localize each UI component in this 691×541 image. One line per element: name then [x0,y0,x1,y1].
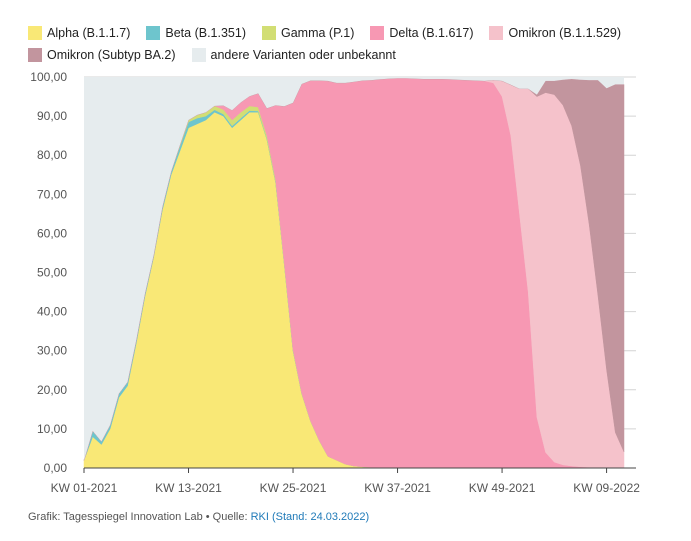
legend-row-1: Alpha (B.1.1.7) Beta (B.1.351) Gamma (P.… [28,24,668,42]
chart-legend: Alpha (B.1.1.7) Beta (B.1.351) Gamma (P.… [28,24,668,68]
legend-label: Beta (B.1.351) [165,26,246,40]
legend-item-alpha[interactable]: Alpha (B.1.1.7) [28,26,130,40]
y-tick-label: 40,00 [37,305,67,319]
legend-swatch [146,26,161,40]
y-tick-label: 10,00 [37,422,67,436]
legend-swatch [262,26,276,40]
area-andere-varianten-oder-unbekannt [84,77,624,461]
legend-label: Omikron (B.1.1.529) [508,26,622,40]
y-tick-label: 50,00 [37,266,67,280]
x-tick-label: KW 37-2021 [364,481,431,495]
legend-item-beta[interactable]: Beta (B.1.351) [146,26,246,40]
x-tick-label: KW 49-2021 [469,481,536,495]
legend-swatch [28,48,42,62]
x-tick-label: KW 13-2021 [155,481,222,495]
legend-label: Omikron (Subtyp BA.2) [47,48,176,62]
legend-swatch [191,48,206,62]
y-tick-label: 20,00 [37,383,67,397]
source-credit: Grafik: Tagesspiegel Innovation Lab • Qu… [28,511,251,523]
legend-label: Alpha (B.1.1.7) [47,26,131,40]
legend-label: Delta (B.1.617) [389,26,474,40]
legend-item-omikron[interactable]: Omikron (B.1.1.529) [489,26,621,40]
x-tick-label: KW 01-2021 [51,481,118,495]
x-tick-label: KW 09-2022 [573,481,640,495]
legend-swatch [370,26,385,40]
y-tick-label: 100,00 [30,70,67,84]
legend-row-2: Omikron (Subtyp BA.2) andere Varianten o… [28,46,668,64]
legend-label: andere Varianten oder unbekannt [210,48,396,62]
y-tick-label: 0,00 [44,461,68,475]
chart-footer: Grafik: Tagesspiegel Innovation Lab • Qu… [28,511,369,523]
legend-label: Gamma (P.1) [281,26,355,40]
x-tick-label: KW 25-2021 [260,481,327,495]
legend-item-gamma[interactable]: Gamma (P.1) [262,26,354,40]
source-link[interactable]: RKI (Stand: 24.03.2022) [250,511,370,523]
y-tick-label: 30,00 [37,344,67,358]
legend-item-other[interactable]: andere Varianten oder unbekannt [191,48,396,62]
legend-swatch [489,26,504,40]
y-tick-label: 70,00 [37,187,67,201]
legend-item-delta[interactable]: Delta (B.1.617) [370,26,473,40]
y-tick-label: 90,00 [37,109,67,123]
y-tick-label: 80,00 [37,148,67,162]
y-tick-label: 60,00 [37,226,67,240]
legend-swatch [28,26,42,40]
legend-item-omikron-ba2[interactable]: Omikron (Subtyp BA.2) [28,48,176,62]
